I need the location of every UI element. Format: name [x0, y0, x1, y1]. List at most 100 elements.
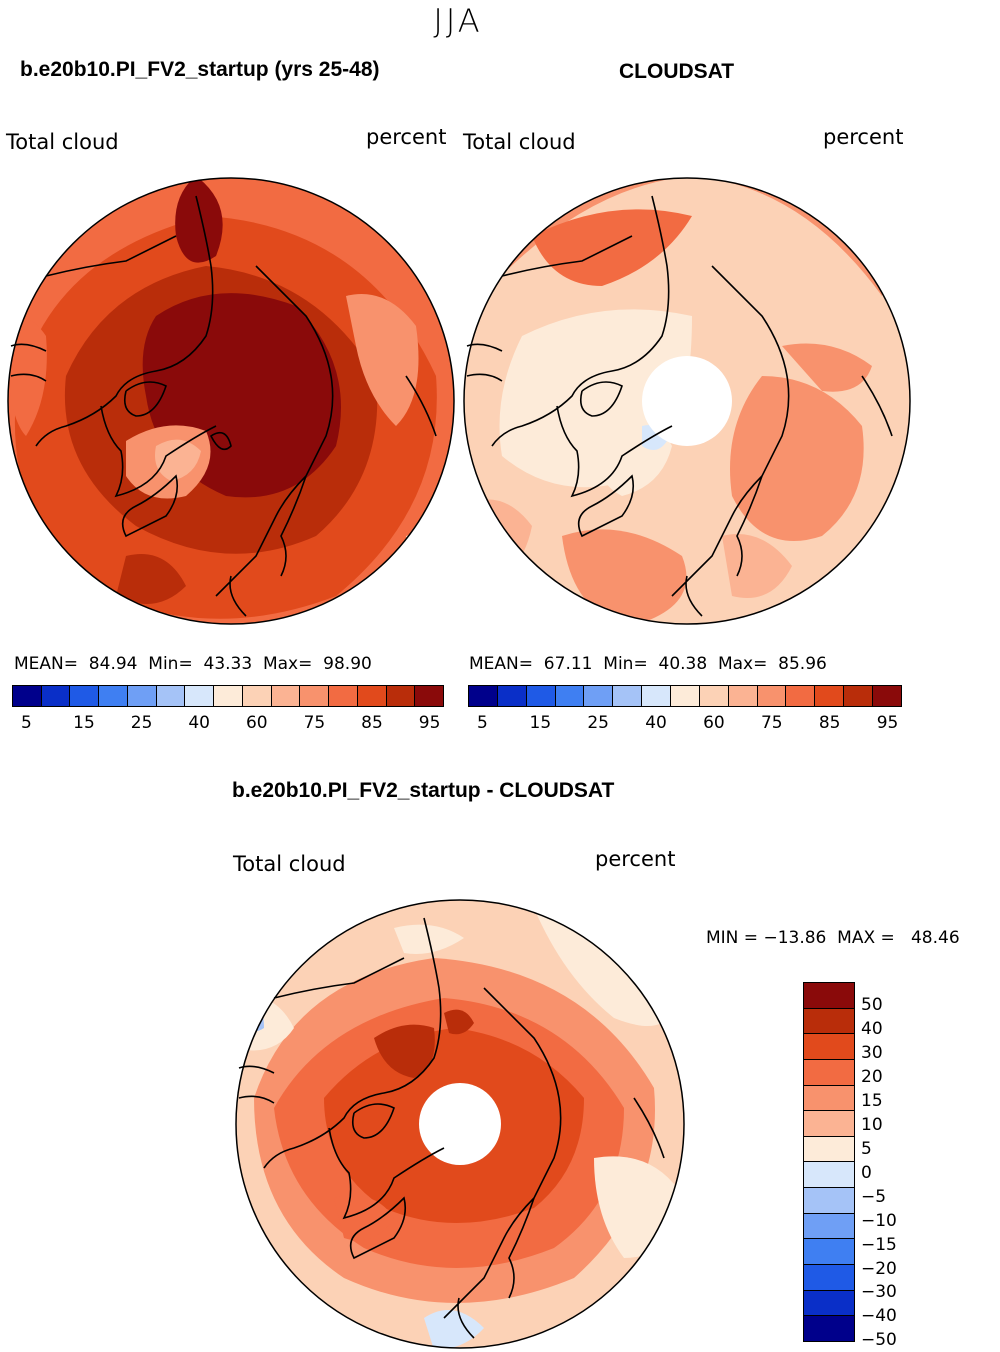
- diff-colorbar: [803, 982, 855, 1342]
- colorbar-label: 25: [587, 713, 610, 733]
- colorbar-swatch: [804, 1136, 854, 1163]
- colorbar-swatch: [386, 686, 416, 706]
- model-coastlines: [10, 195, 437, 617]
- colorbar-swatch: [804, 1085, 854, 1112]
- colorbar-label: 15: [73, 713, 95, 733]
- colorbar-swatch: [671, 686, 700, 706]
- diff-variable-label: Total cloud: [233, 852, 346, 876]
- colorbar-swatch: [415, 686, 444, 706]
- colorbar-swatch: [804, 1188, 854, 1214]
- model-units-label: percent: [366, 125, 447, 149]
- colorbar-swatch: [555, 686, 585, 706]
- colorbar-swatch: [99, 686, 128, 706]
- colorbar-swatch: [642, 686, 672, 706]
- colorbar-swatch: [127, 686, 157, 706]
- colorbar-label: 15: [529, 713, 552, 733]
- colorbar-label: 5: [20, 713, 32, 733]
- colorbar-swatch: [357, 686, 387, 706]
- colorbar-swatch: [804, 1162, 854, 1189]
- colorbar-label: −30: [861, 1282, 897, 1303]
- colorbar-swatch: [699, 686, 729, 706]
- colorbar-swatch: [804, 1034, 854, 1060]
- colorbar-label: 40: [645, 713, 667, 733]
- colorbar-label: 50: [861, 995, 883, 1016]
- model-panel-title: b.e20b10.PI_FV2_startup (yrs 25-48): [20, 58, 380, 81]
- colorbar-label: 95: [418, 713, 441, 733]
- colorbar-swatch: [300, 686, 330, 706]
- diff-coastlines: [238, 917, 665, 1339]
- colorbar-swatch: [613, 686, 643, 706]
- colorbar-label: −50: [861, 1330, 897, 1351]
- colorbar-swatch: [41, 686, 71, 706]
- colorbar-label: −5: [861, 1186, 887, 1207]
- colorbar-swatch: [497, 686, 527, 706]
- colorbar-label: −10: [861, 1210, 897, 1231]
- model-colorbar-swatches: [12, 685, 444, 707]
- colorbar-label: 60: [703, 713, 725, 733]
- colorbar-label: 75: [760, 713, 783, 733]
- colorbar-swatch: [804, 1316, 854, 1341]
- model-variable-label: Total cloud: [6, 130, 119, 154]
- colorbar-label: 5: [861, 1138, 872, 1159]
- obs-polar-map: [463, 177, 911, 625]
- colorbar-swatch: [185, 686, 215, 706]
- obs-polar-gap: [642, 356, 732, 446]
- colorbar-swatch: [804, 1008, 854, 1035]
- diff-polar-gap: [419, 1083, 501, 1165]
- obs-variable-label: Total cloud: [463, 130, 576, 154]
- colorbar-label: 25: [130, 713, 153, 733]
- season-title: JJA: [433, 2, 483, 40]
- colorbar-swatch: [815, 686, 845, 706]
- obs-colorbar: 5 15 25 40 60 75 85 95: [468, 685, 902, 737]
- colorbar-swatch: [242, 686, 272, 706]
- colorbar-label: 85: [818, 713, 841, 733]
- colorbar-label: 0: [861, 1162, 872, 1183]
- diff-units-label: percent: [595, 847, 676, 871]
- colorbar-swatch: [804, 983, 854, 1009]
- obs-colorbar-labels: 5 15 25 40 60 75 85 95: [468, 713, 902, 737]
- obs-units-label: percent: [823, 125, 904, 149]
- colorbar-label: 5: [477, 713, 488, 733]
- colorbar-swatch: [804, 1213, 854, 1240]
- obs-colorbar-swatches: [468, 685, 902, 707]
- colorbar-label: 15: [861, 1091, 883, 1112]
- colorbar-swatch: [329, 686, 358, 706]
- model-polar-map: [7, 177, 455, 625]
- colorbar-swatch: [804, 1265, 854, 1291]
- colorbar-swatch: [214, 686, 243, 706]
- colorbar-swatch: [804, 1239, 854, 1266]
- colorbar-label: 30: [861, 1043, 883, 1064]
- colorbar-label: −20: [861, 1258, 897, 1279]
- colorbar-label: 75: [303, 713, 326, 733]
- colorbar-swatch: [13, 686, 42, 706]
- model-colorbar: 5 15 25 40 60 75 85 95: [12, 685, 444, 737]
- colorbar-label: 85: [361, 713, 383, 733]
- colorbar-swatch: [804, 1059, 854, 1086]
- colorbar-swatch: [873, 686, 901, 706]
- colorbar-swatch: [469, 686, 498, 706]
- diff-polar-map: [235, 899, 685, 1349]
- diff-panel-title: b.e20b10.PI_FV2_startup - CLOUDSAT: [232, 779, 615, 802]
- colorbar-swatch: [786, 686, 816, 706]
- colorbar-swatch: [804, 1290, 854, 1317]
- colorbar-label: 60: [245, 713, 268, 733]
- model-colorbar-labels: 5 15 25 40 60 75 85 95: [12, 713, 444, 737]
- colorbar-swatch: [584, 686, 614, 706]
- colorbar-label: −15: [861, 1234, 897, 1255]
- colorbar-swatch: [757, 686, 787, 706]
- diff-minmax: MIN = −13.86 MAX = 48.46: [706, 928, 960, 948]
- colorbar-swatch: [844, 686, 874, 706]
- colorbar-label: 20: [861, 1067, 883, 1088]
- colorbar-label: 40: [188, 713, 211, 733]
- diff-colorbar-swatches: [803, 982, 855, 1342]
- colorbar-label: −40: [861, 1306, 897, 1327]
- colorbar-swatch: [526, 686, 556, 706]
- colorbar-swatch: [271, 686, 301, 706]
- model-cloud-field: [8, 178, 454, 624]
- obs-panel-title: CLOUDSAT: [619, 60, 735, 83]
- colorbar-label: 95: [876, 713, 899, 733]
- colorbar-label: 40: [861, 1019, 883, 1040]
- obs-stats: MEAN= 67.11 Min= 40.38 Max= 85.96: [469, 654, 827, 674]
- colorbar-label: 10: [861, 1115, 883, 1136]
- colorbar-swatch: [70, 686, 100, 706]
